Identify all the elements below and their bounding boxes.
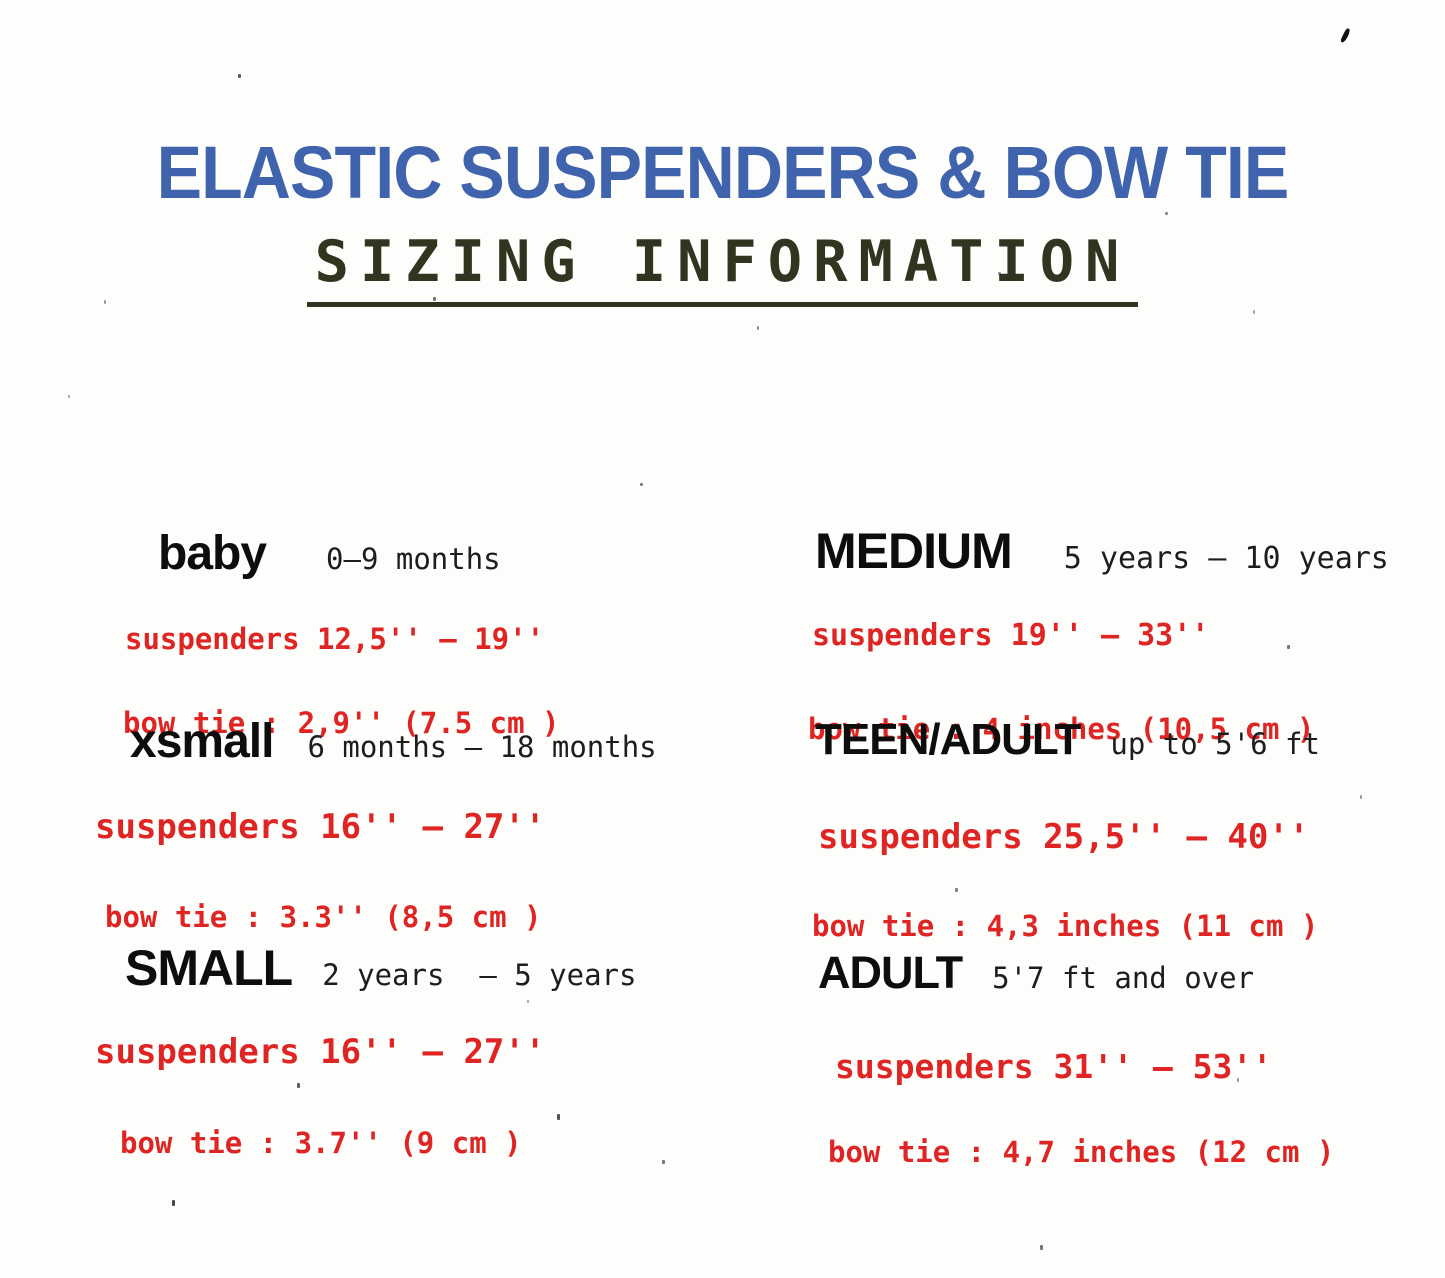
size-header: xsmall 6 months – 18 months — [95, 718, 657, 766]
ink-speck — [297, 1083, 300, 1088]
bowtie-measurement: bow tie : 4 inches (10,5 cm ) — [808, 712, 1315, 746]
ink-speck — [1165, 212, 1168, 215]
size-label: TEEN/ADULT — [815, 715, 1081, 764]
suspenders-measurement: suspenders 31'' – 53'' — [835, 1047, 1273, 1086]
ink-speck — [757, 326, 759, 330]
page-subtitle: SIZING INFORMATION — [306, 231, 1139, 307]
size-section-small: SMALL 2 years – 5 years suspenders 16'' … — [95, 905, 636, 1177]
size-label: baby — [158, 527, 267, 580]
bowtie-measurement: bow tie : 4,3 inches (11 cm ) — [812, 909, 1319, 943]
size-header: ADULT 5'7 ft and over — [818, 950, 1334, 995]
ink-speck — [172, 1200, 175, 1206]
bowtie-measurement: bow tie : 4,7 inches (12 cm ) — [828, 1135, 1335, 1169]
size-header: TEEN/ADULT up to 5'6 ft — [812, 718, 1320, 762]
size-label: xsmall — [130, 715, 274, 768]
size-section-medium: MEDIUM 5 years – 10 years suspenders 19'… — [808, 488, 1389, 763]
size-age-range: 5 years – 10 years — [1063, 541, 1389, 576]
size-section-xsmall: xsmall 6 months – 18 months suspenders 1… — [95, 680, 657, 951]
suspenders-measurement: suspenders 16'' – 27'' — [95, 1032, 546, 1072]
bowtie-measurement: bow tie : 3.7'' (9 cm ) — [120, 1126, 522, 1160]
bowtie-measurement: bow tie : 3.3'' (8,5 cm ) — [105, 900, 542, 934]
ink-speck — [238, 74, 241, 78]
ink-speck — [998, 272, 1001, 275]
ink-speck — [1253, 310, 1255, 314]
ink-speck — [640, 483, 643, 486]
ink-speck — [557, 1114, 560, 1120]
size-header: baby 0–9 months — [125, 530, 560, 578]
page-title: ELASTIC SUSPENDERS & BOW TIE — [156, 130, 1290, 214]
size-label: SMALL — [125, 940, 293, 996]
size-header: SMALL 2 years – 5 years — [95, 943, 636, 993]
page-subtitle-wrap: SIZING INFORMATION — [0, 184, 1445, 354]
size-label: ADULT — [818, 947, 963, 998]
size-section-teen-adult: TEEN/ADULT up to 5'6 ft suspenders 25,5'… — [812, 680, 1320, 960]
size-header: MEDIUM 5 years – 10 years — [812, 526, 1389, 576]
size-section-adult: ADULT 5'7 ft and over suspenders 31'' – … — [818, 912, 1334, 1186]
bowtie-measurement: bow tie : 2,9'' (7.5 cm ) — [123, 706, 560, 740]
size-age-range: 0–9 months — [326, 542, 501, 576]
ink-speck — [104, 300, 106, 304]
suspenders-measurement: suspenders 12,5'' – 19'' — [125, 622, 545, 656]
size-height-range: up to 5'6 ft — [1110, 727, 1320, 761]
size-height-range: 5'7 ft and over — [992, 961, 1255, 995]
ink-speck — [1040, 1245, 1043, 1250]
ink-speck — [1360, 795, 1362, 799]
size-age-range: 2 years – 5 years — [322, 958, 637, 992]
suspenders-measurement: suspenders 16'' – 27'' — [95, 807, 546, 847]
ink-speck — [955, 888, 958, 892]
ink-speck — [527, 1000, 529, 1003]
ink-speck — [1237, 1078, 1239, 1082]
ink-speck — [1287, 645, 1290, 649]
suspenders-measurement: suspenders 19'' – 33'' — [812, 618, 1210, 653]
ink-speck — [433, 297, 436, 301]
ink-speck — [68, 395, 70, 398]
ink-speck — [662, 1160, 665, 1164]
size-section-baby: baby 0–9 months suspenders 12,5'' – 19''… — [123, 492, 560, 757]
size-age-range: 6 months – 18 months — [307, 730, 657, 764]
suspenders-measurement: suspenders 25,5'' – 40'' — [818, 817, 1310, 857]
ink-speck — [1339, 27, 1352, 44]
size-label: MEDIUM — [815, 523, 1013, 579]
